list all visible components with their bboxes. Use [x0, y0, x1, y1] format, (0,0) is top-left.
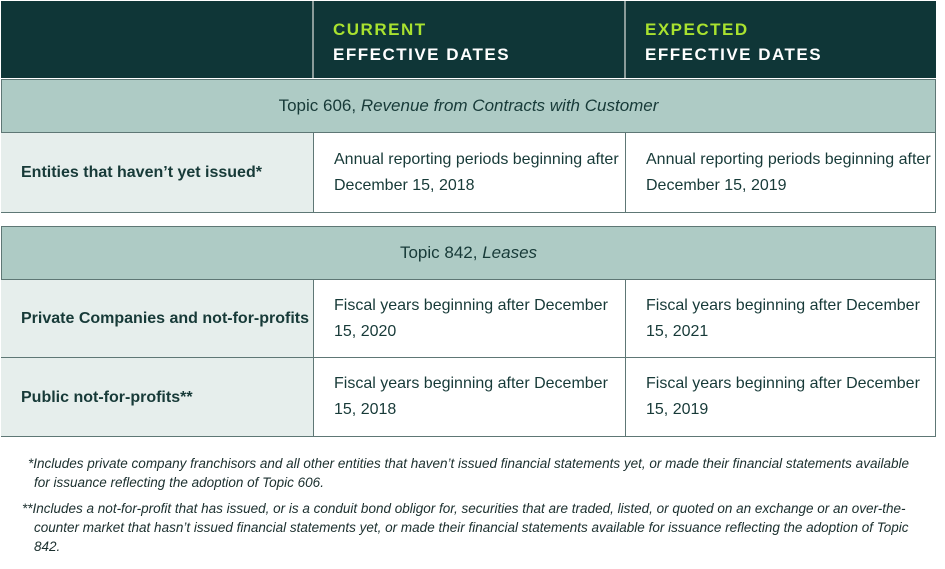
row-current: Fiscal years beginning after December 15…	[313, 280, 625, 357]
topic-name: Leases	[482, 243, 538, 262]
row-expected: Fiscal years beginning after December 15…	[625, 358, 936, 436]
header-expected-line2: EFFECTIVE DATES	[645, 45, 823, 64]
header-current-line1: CURRENT	[333, 20, 427, 39]
row-label: Private Companies and not-for-profits	[1, 280, 313, 357]
topic-name: Revenue from Contracts with Customer	[360, 96, 659, 115]
row-current: Annual reporting periods beginning after…	[313, 133, 625, 212]
topic-number: Topic 606,	[278, 96, 357, 115]
header-current-line2: EFFECTIVE DATES	[333, 45, 511, 64]
header-current: CURRENT EFFECTIVE DATES	[313, 1, 625, 78]
row-label: Entities that haven’t yet issued*	[1, 133, 313, 212]
row-label: Public not-for-profits**	[1, 358, 313, 436]
row-expected: Annual reporting periods beginning after…	[625, 133, 936, 212]
footnote-2: **Includes a not-for-profit that has iss…	[22, 501, 909, 554]
topic-number: Topic 842,	[399, 243, 478, 262]
header-expected-line1: EXPECTED	[645, 20, 749, 39]
section-band-606: Topic 606, Revenue from Contracts with C…	[1, 79, 936, 133]
row-current: Fiscal years beginning after December 15…	[313, 358, 625, 436]
row-divider	[1, 357, 936, 358]
header-expected: EXPECTED EFFECTIVE DATES	[625, 1, 936, 78]
header-divider	[312, 1, 314, 78]
footnote-1: *Includes private company franchisors an…	[28, 456, 909, 490]
row-expected: Fiscal years beginning after December 15…	[625, 280, 936, 357]
header-divider	[624, 1, 626, 78]
section-band-842: Topic 842, Leases	[1, 226, 936, 280]
table-header	[1, 1, 936, 78]
